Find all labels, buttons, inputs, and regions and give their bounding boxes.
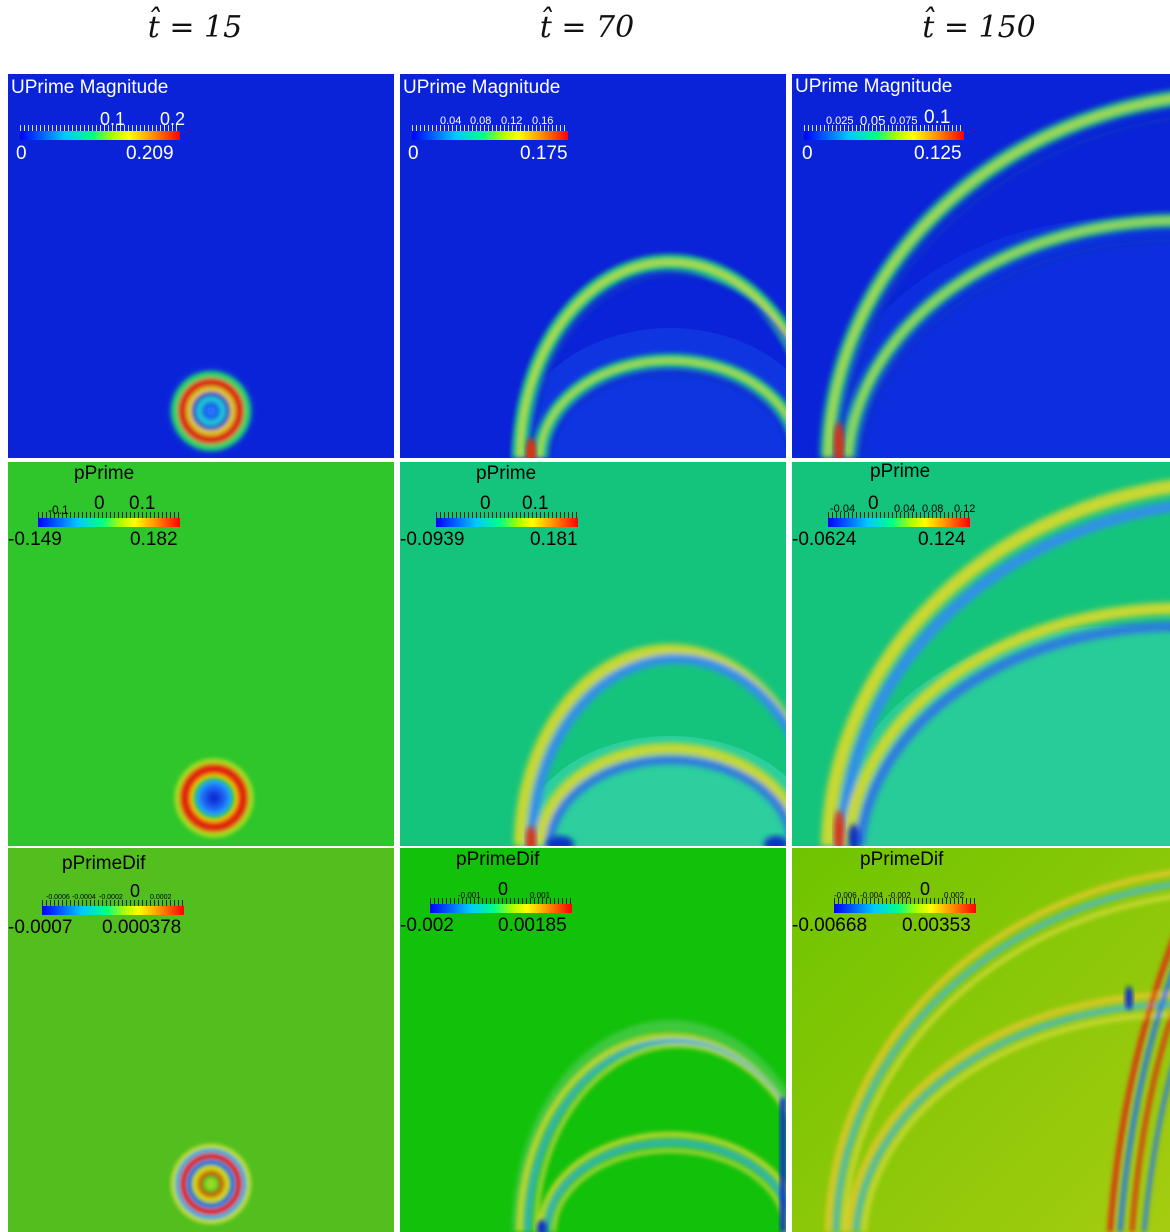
pprime-t70-colorbar <box>436 518 578 527</box>
pprimedif-t150-label: pPrimeDif <box>860 849 944 870</box>
pprimedif-t15-tick: 0 <box>130 881 141 901</box>
pprime-t70-tick: 0.1 <box>522 493 549 514</box>
pprimedif-t70-tick: -0.001 <box>458 891 481 900</box>
pprime-t150-label: pPrime <box>870 462 931 482</box>
uprime-t15-label: UPrime Magnitude <box>11 77 169 98</box>
uprime-t150-tick: 0.1 <box>924 107 951 128</box>
pprime-t150-tick: 0 <box>868 493 879 514</box>
uprime-t15-tick: 0.2 <box>160 109 186 129</box>
pprimedif-t150-tick: -0.004 <box>860 891 883 900</box>
uprime-t150-tick: 0.05 <box>860 113 886 128</box>
uprime-t150-range-max: 0.125 <box>914 143 962 164</box>
pprime-t15-range-max: 0.182 <box>130 529 178 550</box>
pprimedif-t15-colorbar <box>42 906 184 915</box>
uprime-t70-tick: 0.16 <box>532 115 554 127</box>
uprime-t15-tick: 0.1 <box>100 109 126 129</box>
pprimedif-t70-range-max: 0.00185 <box>498 915 567 936</box>
uprime-t70-minor-ticks <box>412 125 568 131</box>
pprimedif-t15-minor-ticks <box>42 900 184 906</box>
pprime-t70-range-min: -0.0939 <box>400 529 465 550</box>
panel-uprime-t150: UPrime Magnitude 0.025 0.05 0.075 0.1 0 … <box>792 74 1170 458</box>
panel-pprime-t150: pPrime -0.04 0 0.04 0.08 0.12 -0.0624 0.… <box>792 462 1170 846</box>
pprimedif-t150-range-max: 0.00353 <box>902 915 971 936</box>
pprimedif-t150-tick: 0.002 <box>944 891 965 900</box>
pprime-t70-range-max: 0.181 <box>530 529 578 550</box>
pprimedif-t15-range-max: 0.000378 <box>102 917 182 938</box>
pprime-t150-range-min: -0.0624 <box>792 529 857 550</box>
pprime-t70-label: pPrime <box>476 463 537 484</box>
panel-uprime-t15: UPrime Magnitude 0.1 0.2 0 0.209 <box>8 74 394 458</box>
pprime-t15-label: pPrime <box>74 463 135 484</box>
pprime-t70-minor-ticks <box>436 512 578 518</box>
pprime-t15-colorbar <box>38 518 180 527</box>
pprimedif-t150-tick: -0.006 <box>834 891 857 900</box>
panel-pprimedif-t150: pPrimeDif -0.006 -0.004 -0.002 0 0.002 -… <box>792 848 1170 1232</box>
uprime-t70-label: UPrime Magnitude <box>403 77 561 98</box>
pprimedif-t150-tick: -0.002 <box>888 891 911 900</box>
pprime-t150-tick: 0.12 <box>954 503 976 515</box>
pprimedif-t150-minor-ticks <box>834 898 976 904</box>
uprime-t150-range-min: 0 <box>802 143 813 164</box>
pprimedif-t70-label: pPrimeDif <box>456 849 540 870</box>
uprime-t150-label: UPrime Magnitude <box>795 76 953 97</box>
column-title-t150: t̂ = 150 <box>922 10 1036 45</box>
uprime-t70-tick: 0.12 <box>501 115 523 127</box>
pprimedif-t15-tick: 0.0002 <box>150 894 172 901</box>
uprime-t150-minor-ticks <box>804 125 964 131</box>
pprimedif-t15-tick: -0.0006 <box>46 894 70 901</box>
pprimedif-t70-tick: 0.001 <box>530 891 551 900</box>
pprime-t15-tick: -0.1 <box>48 503 69 517</box>
uprime-t150-tick: 0.025 <box>826 115 854 127</box>
uprime-t150-tick: 0.075 <box>890 115 918 127</box>
panel-pprimedif-t15: pPrimeDif -0.0006 -0.0004 -0.0002 0 0.00… <box>8 848 394 1232</box>
uprime-t15-range-min: 0 <box>16 143 27 164</box>
uprime-t70-tick: 0.08 <box>470 115 492 127</box>
pprimedif-t15-tick: -0.0002 <box>99 894 123 901</box>
panel-uprime-t70: UPrime Magnitude 0.04 0.08 0.12 0.16 0 0… <box>400 74 786 458</box>
pprimedif-t15-range-min: -0.0007 <box>8 917 73 938</box>
pprime-t15-tick: 0.1 <box>129 493 156 514</box>
pprime-t150-colorbar <box>828 518 970 527</box>
column-title-t15: t̂ = 15 <box>147 10 243 45</box>
pprime-t150-range-max: 0.124 <box>918 529 966 550</box>
pprime-t15-tick: 0 <box>94 493 105 514</box>
pprime-t150-tick: -0.04 <box>830 503 856 515</box>
pprimedif-t70-minor-ticks <box>430 898 572 904</box>
pprime-t150-tick: 0.04 <box>894 503 916 515</box>
pprimedif-t150-colorbar <box>834 904 976 913</box>
uprime-t70-tick: 0.04 <box>440 115 462 127</box>
panel-pprime-t15: pPrime -0.1 0 0.1 -0.149 0.182 <box>8 462 394 846</box>
pprime-t70-tick: 0 <box>480 493 491 514</box>
pprime-t15-minor-ticks <box>38 512 180 518</box>
panel-pprime-t70: pPrime 0 0.1 -0.0939 0.181 <box>400 462 786 846</box>
pprimedif-t150-tick: 0 <box>920 879 931 899</box>
uprime-t15-minor-ticks <box>20 125 180 131</box>
pprimedif-t15-tick: -0.0004 <box>72 894 96 901</box>
uprime-t70-colorbar <box>412 131 568 140</box>
uprime-t15-range-max: 0.209 <box>126 143 174 164</box>
uprime-t70-range-min: 0 <box>408 143 419 164</box>
pprime-t15-range-min: -0.149 <box>8 529 62 550</box>
pprimedif-t70-colorbar <box>430 904 572 913</box>
uprime-t150-colorbar <box>804 131 964 140</box>
pprime-t150-tick: 0.08 <box>922 503 944 515</box>
uprime-t70-range-max: 0.175 <box>520 143 568 164</box>
pprime-t150-minor-ticks <box>828 512 970 518</box>
pprimedif-t70-tick: 0 <box>498 879 509 899</box>
panel-pprimedif-t70: pPrimeDif -0.001 0 0.001 -0.002 0.00185 <box>400 848 786 1232</box>
pprimedif-t70-range-min: -0.002 <box>400 915 454 936</box>
pprimedif-t150-range-min: -0.00668 <box>792 915 868 936</box>
pprimedif-t15-label: pPrimeDif <box>62 853 146 874</box>
column-title-t70: t̂ = 70 <box>539 10 635 45</box>
uprime-t15-colorbar <box>20 131 180 140</box>
